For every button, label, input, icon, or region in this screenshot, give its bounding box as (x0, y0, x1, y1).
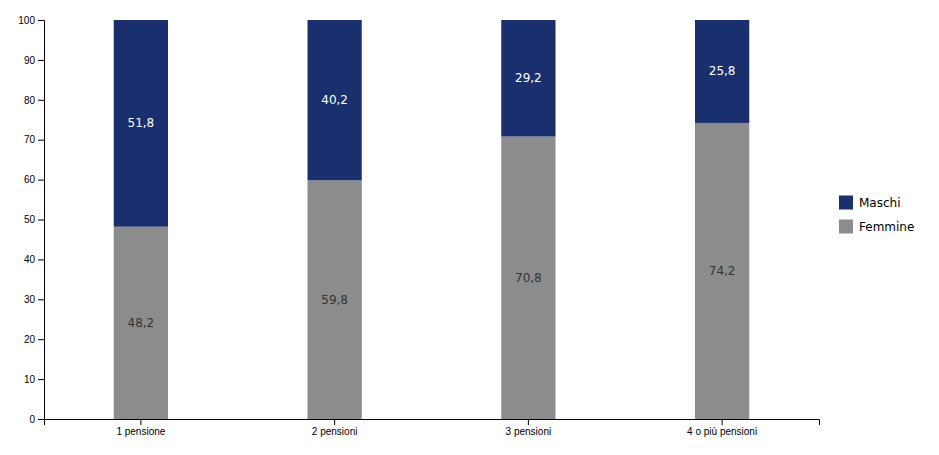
bar (114, 227, 168, 419)
data-label: 48,2 (128, 316, 155, 330)
y-tick: 90 (24, 55, 44, 66)
x-tick-mark (722, 419, 723, 425)
plot: 0 10 20 30 40 50 60 70 80 90 100 1 pensione 2 pensio… (18, 15, 819, 437)
y-tick-label: 40 (24, 254, 36, 265)
data-label: 25,8 (709, 64, 736, 78)
x-tick-mark (528, 419, 529, 425)
y-tick-label: 70 (24, 134, 36, 145)
y-tick-mark (38, 419, 44, 420)
series-bars (114, 20, 750, 227)
legend-item: Maschi (839, 196, 901, 210)
bar (308, 180, 362, 419)
y-tick: 70 (24, 134, 44, 145)
y-tick-label: 30 (24, 294, 36, 305)
legend-swatch (839, 196, 853, 210)
data-label: 51,8 (128, 116, 155, 130)
y-tick: 10 (24, 374, 44, 385)
y-axis-line (38, 21, 45, 420)
y-tick-label: 80 (24, 95, 36, 106)
y-tick-mark (38, 180, 44, 181)
data-label: 74,2 (709, 264, 736, 278)
x-tick: 3 pensioni (506, 419, 552, 437)
chart: 0 10 20 30 40 50 60 70 80 90 100 1 pensione 2 pensio… (0, 0, 939, 455)
x-axis-line (45, 420, 820, 426)
y-tick-label: 60 (24, 174, 36, 185)
bar (114, 20, 168, 227)
y-tick-label: 100 (18, 15, 35, 26)
y-tick-mark (38, 20, 44, 21)
y-tick: 100 (18, 15, 44, 26)
x-tick-label: 1 pensione (116, 426, 165, 437)
legend-label: Femmine (859, 220, 914, 234)
legend-swatch (839, 220, 853, 234)
y-tick-mark (38, 339, 44, 340)
series-bars (114, 123, 750, 419)
x-tick-mark (140, 419, 141, 425)
data-label: 29,2 (515, 71, 542, 85)
y-tick-label: 0 (29, 414, 35, 425)
y-tick-mark (38, 140, 44, 141)
x-tick-mark (334, 419, 335, 425)
x-tick: 1 pensione (116, 419, 165, 437)
y-tick-mark (38, 299, 44, 300)
y-tick: 30 (24, 294, 44, 305)
x-axis: 1 pensione 2 pensioni 3 pensioni 4 o più pe… (45, 419, 820, 437)
x-tick-label: 3 pensioni (506, 426, 552, 437)
y-tick: 20 (24, 334, 44, 345)
y-tick-mark (38, 379, 44, 380)
legend: Maschi Femmine (839, 196, 914, 234)
legend-item: Femmine (839, 220, 914, 234)
bar (695, 123, 749, 419)
x-tick: 4 o più pensioni (687, 419, 757, 437)
y-tick-label: 10 (24, 374, 36, 385)
y-tick: 50 (24, 214, 44, 225)
y-tick-label: 50 (24, 214, 36, 225)
y-axis: 0 10 20 30 40 50 60 70 80 90 100 (18, 15, 44, 425)
y-tick-label: 90 (24, 55, 36, 66)
y-tick: 0 (29, 414, 44, 425)
data-label: 59,8 (321, 293, 348, 307)
data-label: 40,2 (321, 93, 348, 107)
bar (501, 137, 555, 419)
x-tick: 2 pensioni (312, 419, 358, 437)
y-tick-mark (38, 220, 44, 221)
y-tick-mark (38, 259, 44, 260)
y-tick-mark (38, 100, 44, 101)
bars (114, 20, 750, 419)
y-tick-mark (38, 60, 44, 61)
bar (308, 20, 362, 180)
data-labels: 48,2 59,8 70,8 74,2 51,8 40,2 29,2 25,8 (128, 64, 736, 329)
y-tick-label: 20 (24, 334, 36, 345)
data-label: 70,8 (515, 271, 542, 285)
y-tick: 40 (24, 254, 44, 265)
bar (695, 20, 749, 123)
y-tick: 80 (24, 95, 44, 106)
x-tick-label: 4 o più pensioni (687, 426, 757, 437)
x-tick-label: 2 pensioni (312, 426, 358, 437)
bar (501, 20, 555, 137)
y-tick: 60 (24, 174, 44, 185)
legend-label: Maschi (859, 196, 901, 210)
